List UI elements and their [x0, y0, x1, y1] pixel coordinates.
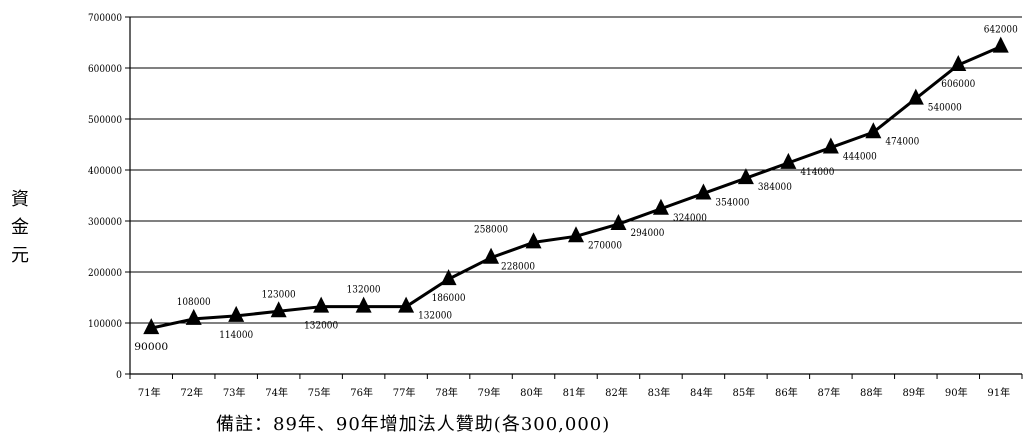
x-tick-labels: 71年 72年 73年 74年 75年 76年 77年 78年 79年 80年 81年 82年 83年 8… [129, 374, 1023, 399]
data-point-marker [185, 308, 202, 325]
data-label: 384000 [758, 182, 792, 193]
data-label: 642000 [984, 25, 1018, 36]
x-tick-label: 78年 [435, 386, 458, 399]
x-tick-label: 87年 [817, 386, 840, 399]
x-tick-label: 74年 [265, 386, 288, 399]
y-tick-label: 700000 [88, 13, 122, 24]
data-point-marker [907, 88, 924, 105]
data-label: 324000 [673, 213, 707, 224]
data-point-marker [737, 168, 754, 185]
y-tick-label: 300000 [88, 217, 122, 228]
series-line [150, 45, 1002, 330]
data-label: 108000 [177, 297, 211, 308]
x-tick-label: 76年 [350, 386, 373, 399]
data-point-marker [313, 296, 330, 313]
x-tick-label: 71年 [138, 386, 161, 399]
data-label: 258000 [474, 224, 508, 235]
data-point-marker [525, 232, 542, 249]
data-label: 186000 [432, 293, 466, 304]
data-point-marker [228, 305, 245, 322]
data-label: 414000 [800, 167, 834, 178]
data-label: 123000 [262, 289, 296, 300]
data-label: 132000 [304, 321, 338, 332]
x-tick-label: 89年 [902, 386, 925, 399]
y-tick-label: 500000 [88, 115, 122, 126]
x-tick-label: 82年 [605, 386, 628, 399]
data-label: 444000 [843, 152, 877, 163]
y-tick-label: 400000 [88, 166, 122, 177]
y-tick-label: 0 [116, 370, 122, 381]
data-label: 132000 [418, 311, 452, 322]
x-tick-label: 72年 [180, 386, 203, 399]
x-tick-label: 91年 [987, 386, 1010, 399]
data-label: 270000 [588, 240, 622, 251]
data-point-marker [865, 122, 882, 139]
y-axis-label-char-3: 元 [11, 245, 29, 266]
y-axis-label: 資 金 元 [8, 186, 32, 270]
data-label: 474000 [885, 136, 919, 147]
chart-note: 備註：89年、90年增加法人贊助(各300,000) [216, 414, 611, 435]
x-tick-label: 73年 [223, 386, 246, 399]
data-point-marker [610, 214, 627, 231]
data-label: 114000 [219, 330, 253, 341]
data-point-marker [440, 269, 457, 286]
data-markers [143, 36, 1009, 335]
data-point-marker [483, 247, 500, 264]
data-point-marker [652, 198, 669, 215]
x-tick-label: 83年 [648, 386, 671, 399]
axes [129, 16, 1022, 375]
data-label: 228000 [501, 262, 535, 273]
y-axis-label-char-2: 金 [11, 217, 29, 238]
x-tick-label: 79年 [478, 386, 501, 399]
x-tick-label: 84年 [690, 386, 713, 399]
gridlines [125, 16, 1022, 375]
data-point-marker [780, 152, 797, 169]
series-line-path [150, 45, 1002, 330]
data-label: 540000 [928, 103, 962, 114]
data-point-marker [822, 137, 839, 154]
data-label: 606000 [941, 79, 975, 90]
data-point-marker [355, 296, 372, 313]
data-label: 354000 [715, 197, 749, 208]
data-label: 132000 [347, 285, 381, 296]
x-tick-label: 81年 [563, 386, 586, 399]
data-point-marker [143, 318, 160, 335]
x-tick-label: 88年 [860, 386, 883, 399]
x-tick-label: 90年 [945, 386, 968, 399]
data-point-marker [695, 183, 712, 200]
data-label: 294000 [630, 228, 664, 239]
y-tick-label: 600000 [88, 64, 122, 75]
y-axis-label-char-1: 資 [11, 189, 29, 210]
y-tick-labels: 0 100000 200000 300000 400000 500000 600000 700… [88, 13, 122, 381]
data-point-marker [270, 301, 287, 318]
data-point-marker [398, 296, 415, 313]
y-tick-label: 100000 [88, 319, 122, 330]
data-labels: 90000 108000 114000 123000 132000 132000 13200… [134, 25, 1018, 354]
data-point-marker [568, 226, 584, 243]
x-tick-label: 77年 [393, 386, 416, 399]
data-label: 90000 [134, 342, 168, 353]
y-tick-label: 200000 [88, 268, 122, 279]
x-tick-label: 80年 [520, 386, 543, 399]
data-point-marker [950, 54, 967, 71]
x-tick-label: 86年 [775, 386, 798, 399]
x-tick-label: 75年 [308, 386, 331, 399]
x-tick-label: 85年 [733, 386, 756, 399]
data-point-marker [992, 36, 1009, 53]
